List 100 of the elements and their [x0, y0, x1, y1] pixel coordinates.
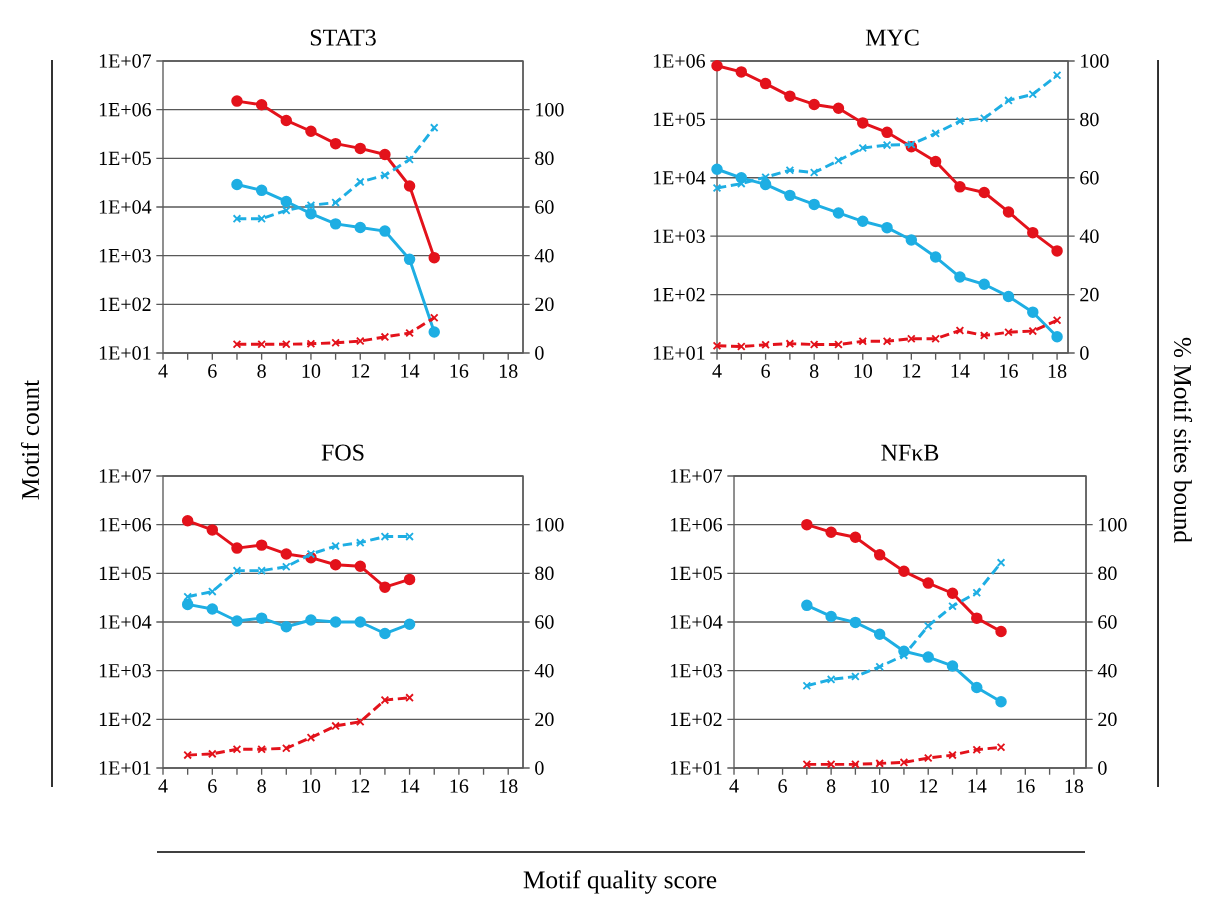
point: [305, 614, 317, 626]
point: [329, 559, 342, 571]
point: [832, 207, 845, 219]
x-tick-label: 16: [450, 779, 469, 793]
point: [825, 526, 837, 538]
point: [1002, 206, 1015, 218]
point: [428, 251, 440, 264]
y-tick-label: 1E+04: [653, 171, 706, 185]
point: [280, 620, 293, 633]
point: [711, 163, 723, 175]
y2-tick-label: 0: [1080, 346, 1089, 360]
point: [280, 114, 293, 127]
x-tick-label: 12: [352, 364, 370, 378]
x-tick-label: 4: [712, 364, 722, 378]
y2-tick-label: 80: [535, 566, 554, 581]
point: [329, 616, 342, 628]
y-tick-label: 1E+06: [653, 54, 706, 68]
point: [181, 515, 194, 527]
point: [280, 548, 293, 560]
point: [971, 681, 983, 694]
point: [255, 539, 268, 551]
point: [922, 651, 934, 663]
point: [231, 178, 243, 191]
y-tick-label: 1E+04: [670, 615, 723, 629]
x-tick-label: 6: [208, 779, 217, 793]
point: [971, 612, 983, 624]
point: [759, 178, 772, 191]
point: [922, 577, 934, 589]
point: [1051, 245, 1063, 257]
y-tick-label: 1E+07: [670, 469, 723, 483]
point: [403, 253, 416, 266]
y-axis-title: Motif count: [20, 379, 40, 500]
x-tick-label: 16: [1017, 779, 1035, 793]
y2-tick-label: 60: [535, 200, 554, 214]
y2-tick-label: 40: [1097, 663, 1117, 678]
point: [231, 542, 243, 554]
point: [403, 573, 416, 586]
y-tick-label: 1E+01: [99, 346, 151, 360]
x-tick-label: 6: [778, 779, 787, 793]
y2-tick-label: 20: [535, 297, 554, 312]
chart-title: MYC: [865, 29, 919, 46]
point: [428, 326, 440, 338]
y-tick-label: 1E+03: [99, 248, 151, 263]
point: [280, 195, 293, 208]
y-tick-label: 1E+06: [99, 102, 152, 117]
y-tick-label: 1E+02: [99, 297, 151, 312]
point: [978, 186, 990, 199]
y2-tick-label: 40: [534, 248, 554, 263]
y2-tick-label: 100: [1099, 517, 1127, 532]
point: [329, 137, 342, 150]
x-tick-label: 12: [919, 779, 938, 793]
y2-tick-label: 60: [1098, 615, 1117, 629]
y-tick-label: 1E+05: [99, 151, 151, 166]
point: [898, 565, 910, 578]
point: [329, 218, 342, 230]
point: [995, 695, 1007, 708]
point: [354, 616, 366, 628]
y-tick-label: 1E+02: [653, 287, 705, 302]
y2-tick-label: 80: [1080, 112, 1099, 127]
point: [354, 221, 366, 234]
point: [801, 599, 813, 612]
y2-tick-label: 80: [1098, 566, 1117, 581]
y2-tick-label: 40: [534, 663, 554, 678]
y-tick-label: 1E+04: [99, 200, 152, 214]
point: [206, 524, 219, 536]
point: [784, 189, 796, 202]
point: [905, 234, 918, 246]
x-tick-label: 4: [729, 779, 739, 793]
point: [379, 225, 391, 237]
point: [929, 155, 942, 168]
y2-tick-label: 0: [535, 761, 544, 775]
point: [946, 587, 959, 599]
x-tick-label: 14: [968, 779, 987, 793]
chart-title: STAT3: [310, 29, 376, 46]
chart-title: NFκB: [881, 444, 939, 461]
y2-tick-label: 20: [1098, 712, 1117, 727]
y2-tick-label: 80: [535, 151, 554, 166]
point: [801, 518, 813, 531]
y-tick-label: 1E+03: [99, 663, 151, 678]
y-tick-label: 1E+04: [99, 615, 152, 629]
x-tick-label: 10: [871, 779, 889, 793]
point: [206, 603, 219, 615]
point: [857, 117, 869, 129]
x-tick-label: 4: [158, 779, 168, 793]
x-tick-label: 14: [951, 364, 970, 378]
y2-tick-label: 60: [1080, 171, 1099, 185]
x-tick-label: 6: [208, 364, 217, 378]
y-tick-label: 1E+05: [653, 112, 705, 127]
point: [873, 549, 886, 561]
point: [808, 98, 820, 111]
point: [255, 612, 268, 624]
point: [784, 90, 796, 102]
y-tick-label: 1E+07: [99, 469, 152, 483]
y2-tick-label: 0: [535, 346, 544, 360]
point: [832, 102, 845, 115]
y-tick-label: 1E+03: [653, 229, 705, 243]
x-tick-label: 12: [903, 364, 921, 378]
y-tick-label: 1E+06: [99, 517, 152, 532]
y-tick-label: 1E+01: [670, 761, 722, 775]
x-tick-label: 18: [499, 364, 518, 378]
